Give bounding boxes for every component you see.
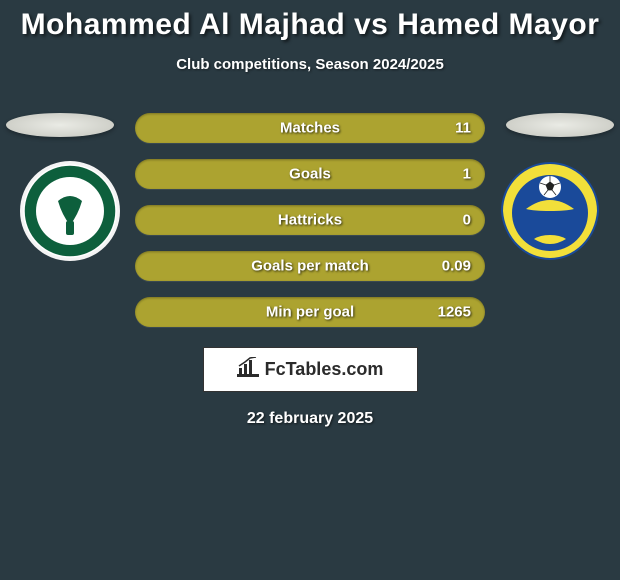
date-text: 22 february 2025 bbox=[0, 410, 620, 428]
stat-value-right: 11 bbox=[455, 120, 471, 137]
comparison-area: Matches 11 Goals 1 Hattricks 0 Goals per… bbox=[0, 113, 620, 428]
page-title: Mohammed Al Majhad vs Hamed Mayor bbox=[0, 8, 620, 42]
stat-bars: Matches 11 Goals 1 Hattricks 0 Goals per… bbox=[135, 113, 485, 327]
stat-row: Goals 1 bbox=[135, 159, 485, 189]
stat-value-right: 0.09 bbox=[442, 258, 471, 275]
stat-value-right: 1265 bbox=[438, 304, 471, 321]
stat-label: Min per goal bbox=[266, 304, 354, 321]
site-badge: FcTables.com bbox=[203, 347, 418, 392]
subtitle: Club competitions, Season 2024/2025 bbox=[0, 56, 620, 73]
site-name: FcTables.com bbox=[265, 359, 384, 380]
stat-row: Goals per match 0.09 bbox=[135, 251, 485, 281]
player-right-platform bbox=[506, 113, 614, 137]
stat-label: Goals bbox=[289, 166, 331, 183]
stat-row: Min per goal 1265 bbox=[135, 297, 485, 327]
team-right-logo bbox=[500, 161, 600, 261]
stat-row: Hattricks 0 bbox=[135, 205, 485, 235]
stat-label: Matches bbox=[280, 120, 340, 137]
stat-value-right: 0 bbox=[463, 212, 471, 229]
chart-icon bbox=[237, 357, 259, 382]
stat-value-right: 1 bbox=[463, 166, 471, 183]
player-left-platform bbox=[6, 113, 114, 137]
team-left-logo bbox=[20, 161, 120, 261]
stat-row: Matches 11 bbox=[135, 113, 485, 143]
stat-label: Hattricks bbox=[278, 212, 342, 229]
stat-label: Goals per match bbox=[251, 258, 369, 275]
